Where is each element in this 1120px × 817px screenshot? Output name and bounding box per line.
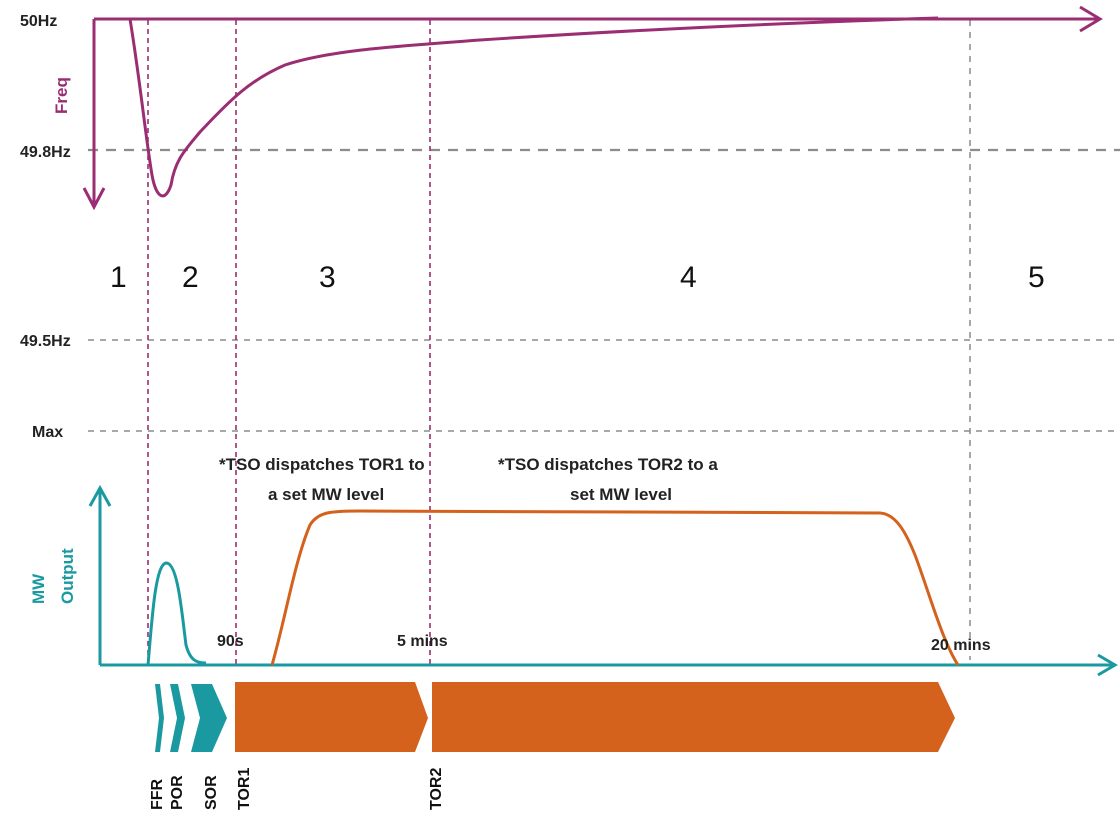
tick-49-8hz: 49.8Hz — [20, 144, 71, 161]
time-5-mins: 5 mins — [397, 633, 448, 650]
time-20-mins: 20 mins — [931, 637, 991, 654]
phase-4: 4 — [680, 261, 697, 294]
sor-chevron — [191, 684, 227, 752]
ffr-chevron — [155, 684, 164, 752]
freq-axis-label: Freq — [52, 77, 71, 114]
phase-2: 2 — [182, 261, 199, 294]
service-label-tor2: TOR2 — [428, 768, 445, 810]
tor1-note-line1: *TSO dispatches TOR1 to — [219, 455, 425, 474]
tor2-note-line2: set MW level — [570, 485, 672, 504]
tick-50hz: 50Hz — [20, 13, 57, 30]
tick-max: Max — [32, 424, 63, 441]
phase-5: 5 — [1028, 261, 1045, 294]
mw-axis-label-line1: MW — [29, 573, 48, 604]
tor-output-curve — [270, 509, 960, 666]
mw-axis-label-line2: Output — [58, 548, 77, 604]
fast-response-curve — [146, 561, 207, 666]
time-90s: 90s — [217, 633, 244, 650]
tor2-note-line1: *TSO dispatches TOR2 to a — [498, 455, 718, 474]
mw-axis — [88, 484, 1118, 677]
tick-49-5hz: 49.5Hz — [20, 333, 71, 350]
por-chevron — [170, 684, 185, 752]
phase-3: 3 — [319, 261, 336, 294]
service-label-ffr: FFR — [149, 778, 166, 810]
service-label-por: POR — [169, 775, 186, 810]
frequency-curve — [128, 16, 939, 198]
tor1-chevron — [235, 682, 428, 752]
tor1-note-line2: a set MW level — [268, 485, 384, 504]
service-label-tor1: TOR1 — [236, 768, 253, 810]
service-label-sor: SOR — [203, 775, 220, 810]
phase-1: 1 — [110, 261, 127, 294]
tor2-chevron — [432, 682, 955, 752]
